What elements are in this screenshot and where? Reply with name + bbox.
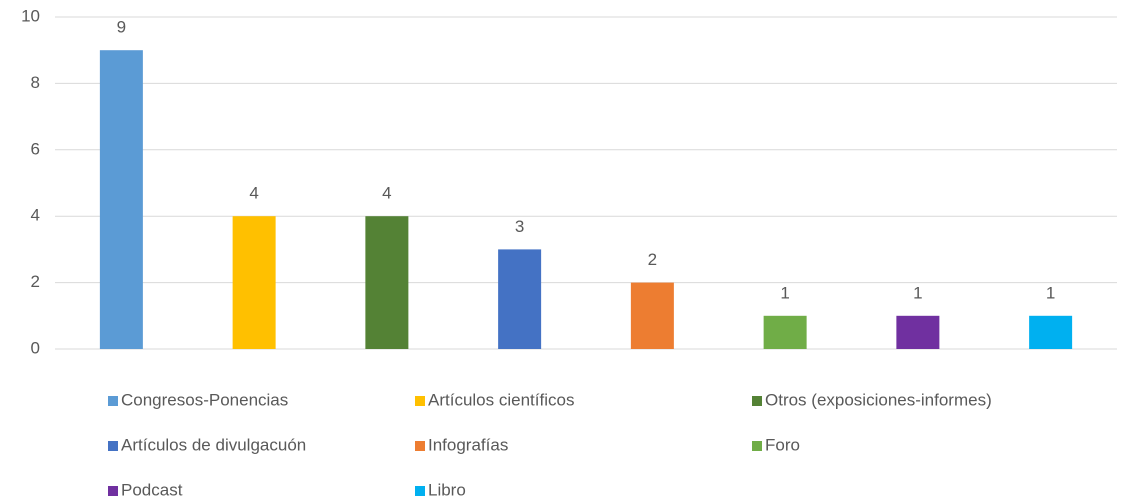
y-tick-label: 10: [21, 6, 40, 25]
legend-swatch: [752, 396, 762, 406]
legend-label: Podcast: [121, 480, 183, 499]
bar: [1029, 315, 1073, 349]
data-label: 1: [1046, 283, 1055, 302]
legend-label: Foro: [765, 435, 800, 454]
legend-swatch: [415, 396, 425, 406]
y-tick-label: 2: [31, 272, 40, 291]
legend-swatch: [108, 396, 118, 406]
bar: [763, 315, 807, 349]
legend-swatch: [415, 486, 425, 496]
data-label: 1: [780, 283, 789, 302]
data-label: 4: [382, 184, 391, 203]
legend-label: Congresos-Ponencias: [121, 390, 288, 409]
data-label: 1: [913, 283, 922, 302]
legend-swatch: [108, 486, 118, 496]
bar: [232, 216, 276, 349]
y-tick-label: 8: [31, 73, 40, 92]
bar: [896, 315, 940, 349]
y-tick-label: 6: [31, 139, 40, 158]
bar: [99, 50, 143, 349]
legend-label: Otros (exposiciones-informes): [765, 390, 992, 409]
legend-label: Artículos de divulgacuón: [121, 435, 306, 454]
legend-swatch: [752, 441, 762, 451]
legend-swatch: [108, 441, 118, 451]
legend-label: Artículos científicos: [428, 390, 574, 409]
data-label: 3: [515, 217, 524, 236]
data-label: 4: [249, 184, 258, 203]
data-label: 9: [117, 18, 126, 37]
bar: [498, 249, 542, 349]
legend-label: Libro: [428, 480, 466, 499]
legend-label: Infografías: [428, 435, 508, 454]
y-tick-label: 0: [31, 338, 40, 357]
bar: [365, 216, 409, 349]
y-tick-label: 4: [31, 206, 40, 225]
legend-swatch: [415, 441, 425, 451]
data-label: 2: [648, 250, 657, 269]
bar: [630, 282, 674, 349]
